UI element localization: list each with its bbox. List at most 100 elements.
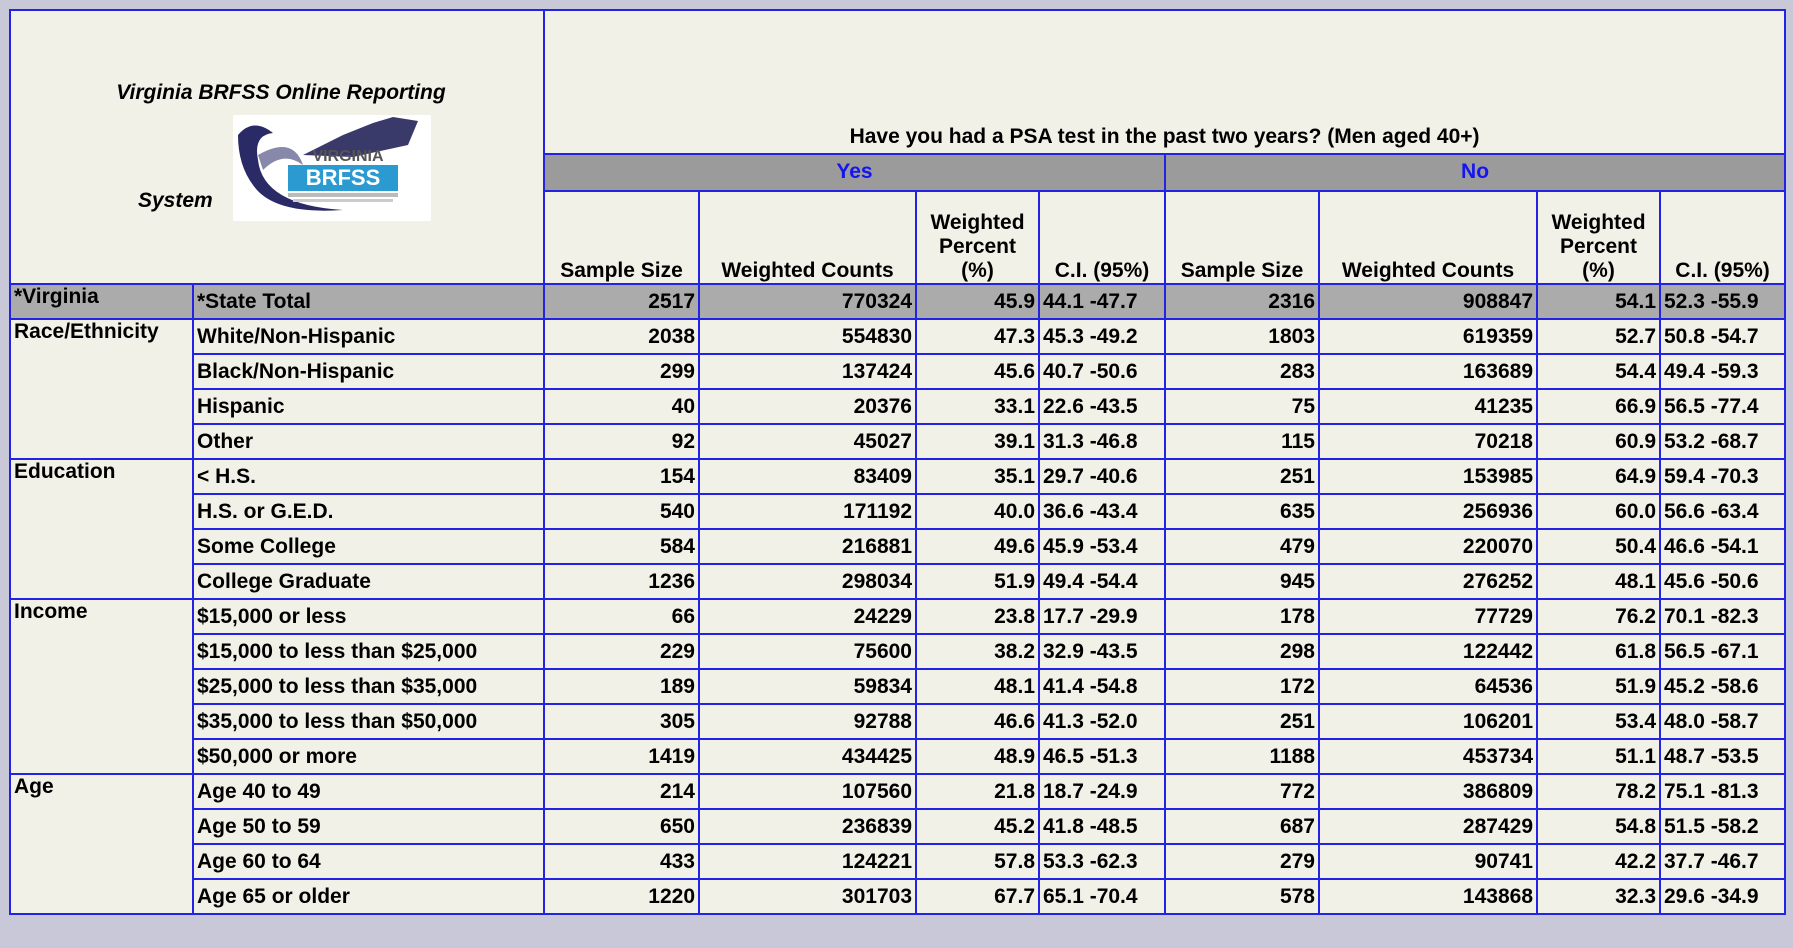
cell: 54.8 — [1536, 808, 1661, 845]
cell: 76.2 — [1536, 598, 1661, 635]
cell: 51.9 — [1536, 668, 1661, 705]
row-label: Age 50 to 59 — [192, 808, 545, 845]
cell: 56.6 -63.4 — [1658, 493, 1787, 530]
cell: 52.7 — [1536, 318, 1661, 355]
cell: 48.1 — [915, 668, 1040, 705]
cell: 53.3 -62.3 — [1038, 843, 1166, 880]
cell: 251 — [1164, 703, 1320, 740]
cell: 172 — [1164, 668, 1320, 705]
cell: 256936 — [1318, 493, 1538, 530]
cell: 75.1 -81.3 — [1658, 773, 1787, 810]
cell: 584 — [543, 528, 700, 565]
table-row: $15,000 to less than $25,000 229 75600 38.2… — [10, 633, 1787, 670]
cell: 48.7 -53.5 — [1658, 738, 1787, 775]
cell: 45.3 -49.2 — [1038, 318, 1166, 355]
column-header: Weighted Counts — [1318, 189, 1538, 286]
cell: 48.9 — [915, 738, 1040, 775]
cell: 453734 — [1318, 738, 1538, 775]
cell: 178 — [1164, 598, 1320, 635]
column-header: Weighted Percent (%) — [1536, 189, 1661, 286]
cell: 276252 — [1318, 563, 1538, 600]
cell: 20376 — [698, 388, 917, 425]
row-label: Black/Non-Hispanic — [192, 353, 545, 390]
cell: 220070 — [1318, 528, 1538, 565]
table-row: Age 50 to 59 650 236839 45.2 41.8 -48.5 687 28… — [10, 808, 1787, 845]
table-row: Black/Non-Hispanic 299 137424 45.6 40.7 -50.… — [10, 353, 1787, 390]
cell: 59834 — [698, 668, 917, 705]
table-body: *Virginia *State Total 2517 770324 45.9 44.1 … — [9, 283, 1787, 915]
report-title: Virginia BRFSS Online Reporting — [116, 81, 446, 104]
cell: 47.3 — [915, 318, 1040, 355]
cell: 650 — [543, 808, 700, 845]
cell: 1803 — [1164, 318, 1320, 355]
table-row: Race/Ethnicity White/Non-Hispanic 2038 5548… — [9, 318, 1787, 460]
cell: 38.2 — [915, 633, 1040, 670]
table-row: Other 92 45027 39.1 31.3 -46.8 115 70218 60.9 53… — [10, 423, 1787, 460]
cell: 1188 — [1164, 738, 1320, 775]
cell: 687 — [1164, 808, 1320, 845]
cell: 59.4 -70.3 — [1658, 458, 1787, 495]
cell: 49.4 -54.4 — [1038, 563, 1166, 600]
table-row: Age 65 or older 1220 301703 67.7 65.1 -70.4 5… — [10, 878, 1787, 915]
cell: 433 — [543, 843, 700, 880]
cell: 772 — [1164, 773, 1320, 810]
cell: 216881 — [698, 528, 917, 565]
row-label: Other — [192, 423, 545, 460]
table-row: Education < H.S. 154 83409 35.1 29.7 -40.6 251… — [9, 458, 1787, 600]
cell: 37.7 -46.7 — [1658, 843, 1787, 880]
cell: 298034 — [698, 563, 917, 600]
row-label: $35,000 to less than $50,000 — [192, 703, 545, 740]
row-label: $15,000 or less — [192, 598, 545, 635]
cell: 299 — [543, 353, 700, 390]
cell: 50.8 -54.7 — [1658, 318, 1787, 355]
table-row: College Graduate 1236 298034 51.9 49.4 -54.4… — [10, 563, 1787, 600]
table-row: Age Age 40 to 49 214 107560 21.8 18.7 -24.9 77… — [9, 773, 1787, 915]
cell: 29.6 -34.9 — [1658, 878, 1787, 915]
cell: 1236 — [543, 563, 700, 600]
column-header: Weighted Counts — [698, 189, 917, 286]
cell: 41.8 -48.5 — [1038, 808, 1166, 845]
cell: 908847 — [1318, 283, 1538, 320]
cell: 945 — [1164, 563, 1320, 600]
cell: 92788 — [698, 703, 917, 740]
row-label: < H.S. — [192, 458, 545, 495]
row-label: $25,000 to less than $35,000 — [192, 668, 545, 705]
logo: VIRGINIA BRFSS — [233, 115, 431, 221]
cell: 540 — [543, 493, 700, 530]
section-label: Education — [9, 458, 194, 600]
cell: 51.5 -58.2 — [1658, 808, 1787, 845]
cell: 31.3 -46.8 — [1038, 423, 1166, 460]
row-label: Age 60 to 64 — [192, 843, 545, 880]
cell: 64536 — [1318, 668, 1538, 705]
cell: 45.2 — [915, 808, 1040, 845]
cell: 49.6 — [915, 528, 1040, 565]
cell: 279 — [1164, 843, 1320, 880]
row-label: H.S. or G.E.D. — [192, 493, 545, 530]
cell: 434425 — [698, 738, 917, 775]
logo-top: VIRGINIA — [312, 148, 384, 165]
cell: 54.1 — [1536, 283, 1661, 320]
cell: 48.1 — [1536, 563, 1661, 600]
column-header: C.I. (95%) — [1038, 189, 1166, 286]
row-label: $15,000 to less than $25,000 — [192, 633, 545, 670]
logo-bottom: BRFSS — [306, 165, 381, 190]
column-header: Sample Size — [543, 189, 700, 286]
cell: 75 — [1164, 388, 1320, 425]
cell: 283 — [1164, 353, 1320, 390]
cell: 67.7 — [915, 878, 1040, 915]
cell: 115 — [1164, 423, 1320, 460]
group-row: Yes No — [10, 153, 1787, 192]
cell: 77729 — [1318, 598, 1538, 635]
cell: 46.6 — [915, 703, 1040, 740]
row-label: Some College — [192, 528, 545, 565]
cell: 32.9 -43.5 — [1038, 633, 1166, 670]
cell: 1419 — [543, 738, 700, 775]
cell: 171192 — [698, 493, 917, 530]
cell: 50.4 — [1536, 528, 1661, 565]
table-row: Some College 584 216881 49.6 45.9 -53.4 479 22… — [10, 528, 1787, 565]
column-row: Sample Size Weighted Counts Weighted Perce… — [10, 189, 1787, 286]
cell: 36.6 -43.4 — [1038, 493, 1166, 530]
column-header: C.I. (95%) — [1658, 189, 1787, 286]
cell: 83409 — [698, 458, 917, 495]
